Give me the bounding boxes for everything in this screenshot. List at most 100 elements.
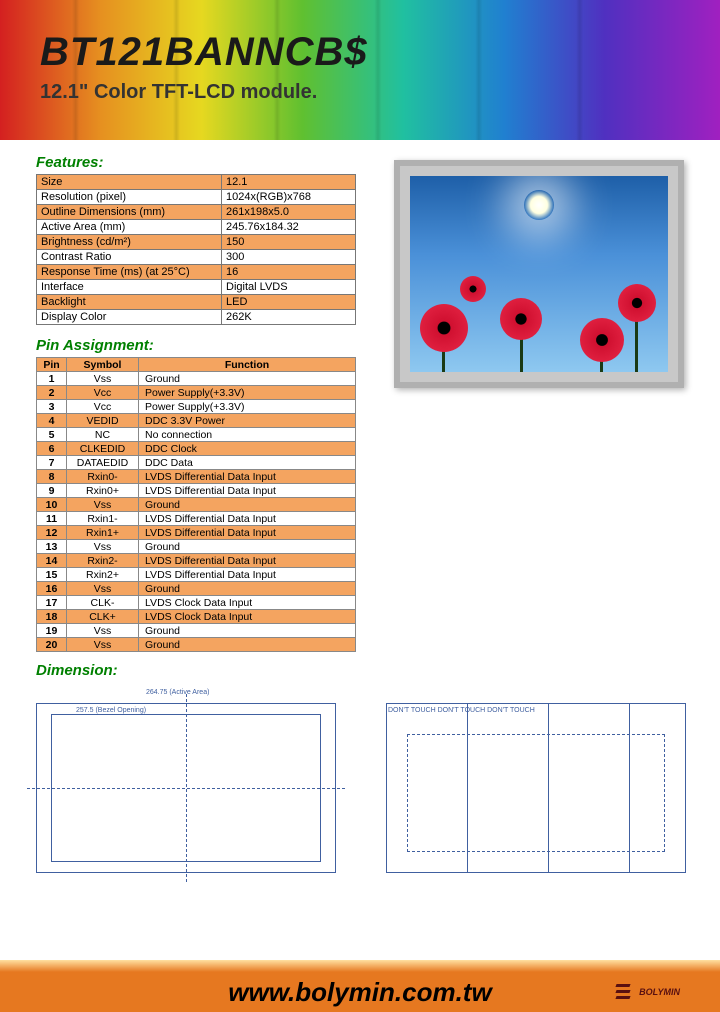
table-row: 20VssGround bbox=[37, 638, 356, 652]
pin-function: Ground bbox=[139, 372, 356, 386]
pin-symbol: CLK- bbox=[67, 596, 139, 610]
pin-symbol: Vss bbox=[67, 540, 139, 554]
product-title: BT121BANNCB$ bbox=[40, 30, 368, 75]
pin-symbol: Vss bbox=[67, 498, 139, 512]
table-row: 4VEDIDDDC 3.3V Power bbox=[37, 414, 356, 428]
table-row: 17CLK-LVDS Clock Data Input bbox=[37, 596, 356, 610]
feature-label: Contrast Ratio bbox=[37, 250, 222, 265]
table-row: BacklightLED bbox=[37, 295, 356, 310]
feature-value: 16 bbox=[222, 265, 356, 280]
pin-number: 11 bbox=[37, 512, 67, 526]
pin-function: Ground bbox=[139, 582, 356, 596]
table-row: 5NCNo connection bbox=[37, 428, 356, 442]
pin-function: LVDS Differential Data Input bbox=[139, 554, 356, 568]
feature-value: Digital LVDS bbox=[222, 280, 356, 295]
dimension-diagram: 264.75 (Active Area) 257.5 (Bezel Openin… bbox=[36, 683, 686, 883]
feature-value: 245.76x184.32 bbox=[222, 220, 356, 235]
pin-function: Ground bbox=[139, 498, 356, 512]
table-row: Size12.1 bbox=[37, 175, 356, 190]
feature-value: 150 bbox=[222, 235, 356, 250]
table-row: 14Rxin2-LVDS Differential Data Input bbox=[37, 554, 356, 568]
table-row: Display Color262K bbox=[37, 310, 356, 325]
pin-function: LVDS Clock Data Input bbox=[139, 610, 356, 624]
table-row: 13VssGround bbox=[37, 540, 356, 554]
pin-function: LVDS Differential Data Input bbox=[139, 484, 356, 498]
pin-number: 15 bbox=[37, 568, 67, 582]
pin-number: 3 bbox=[37, 400, 67, 414]
feature-label: Resolution (pixel) bbox=[37, 190, 222, 205]
pin-symbol: Rxin1+ bbox=[67, 526, 139, 540]
footer-url: www.bolymin.com.tw bbox=[228, 977, 491, 1008]
pin-number: 1 bbox=[37, 372, 67, 386]
feature-label: Size bbox=[37, 175, 222, 190]
table-row: 18CLK+LVDS Clock Data Input bbox=[37, 610, 356, 624]
pin-function: DDC Clock bbox=[139, 442, 356, 456]
pin-symbol: Rxin2+ bbox=[67, 568, 139, 582]
table-row: 7DATAEDIDDDC Data bbox=[37, 456, 356, 470]
pin-symbol: CLK+ bbox=[67, 610, 139, 624]
pin-number: 6 bbox=[37, 442, 67, 456]
pin-symbol: Vss bbox=[67, 638, 139, 652]
table-row: Response Time (ms) (at 25°C)16 bbox=[37, 265, 356, 280]
table-row: 2VccPower Supply(+3.3V) bbox=[37, 386, 356, 400]
feature-label: Display Color bbox=[37, 310, 222, 325]
feature-label: Outline Dimensions (mm) bbox=[37, 205, 222, 220]
pin-symbol: Rxin2- bbox=[67, 554, 139, 568]
pin-symbol: CLKEDID bbox=[67, 442, 139, 456]
table-row: 12Rxin1+LVDS Differential Data Input bbox=[37, 526, 356, 540]
dim-label-top: 264.75 (Active Area) bbox=[146, 689, 209, 696]
feature-label: Active Area (mm) bbox=[37, 220, 222, 235]
table-row: Contrast Ratio300 bbox=[37, 250, 356, 265]
pin-symbol: DATAEDID bbox=[67, 456, 139, 470]
feature-value: 300 bbox=[222, 250, 356, 265]
dim-label-left: 257.5 (Bezel Opening) bbox=[76, 707, 146, 714]
feature-label: Interface bbox=[37, 280, 222, 295]
pins-header-pin: Pin bbox=[37, 358, 67, 372]
feature-value: LED bbox=[222, 295, 356, 310]
pin-number: 10 bbox=[37, 498, 67, 512]
pin-symbol: Vcc bbox=[67, 400, 139, 414]
features-table: Size12.1Resolution (pixel)1024x(RGB)x768… bbox=[36, 174, 356, 325]
pin-number: 8 bbox=[37, 470, 67, 484]
pin-number: 20 bbox=[37, 638, 67, 652]
pin-symbol: Vss bbox=[67, 372, 139, 386]
product-subtitle: 12.1" Color TFT-LCD module. bbox=[40, 81, 368, 104]
feature-label: Brightness (cd/m²) bbox=[37, 235, 222, 250]
pin-function: Ground bbox=[139, 624, 356, 638]
pin-symbol: Rxin1- bbox=[67, 512, 139, 526]
table-row: InterfaceDigital LVDS bbox=[37, 280, 356, 295]
table-row: 19VssGround bbox=[37, 624, 356, 638]
table-row: 1VssGround bbox=[37, 372, 356, 386]
product-photo bbox=[394, 160, 684, 388]
pin-function: Ground bbox=[139, 540, 356, 554]
dim-front-view bbox=[36, 703, 336, 873]
pin-function: LVDS Differential Data Input bbox=[139, 568, 356, 582]
pins-header-function: Function bbox=[139, 358, 356, 372]
pin-symbol: NC bbox=[67, 428, 139, 442]
pin-number: 7 bbox=[37, 456, 67, 470]
pin-function: LVDS Clock Data Input bbox=[139, 596, 356, 610]
pin-number: 13 bbox=[37, 540, 67, 554]
brand-logo: BOLYMIN bbox=[611, 980, 680, 1004]
table-row: Active Area (mm)245.76x184.32 bbox=[37, 220, 356, 235]
rainbow-header: BT121BANNCB$ 12.1" Color TFT-LCD module. bbox=[0, 0, 720, 140]
table-row: 16VssGround bbox=[37, 582, 356, 596]
dimension-heading: Dimension: bbox=[36, 662, 684, 679]
table-row: Outline Dimensions (mm)261x198x5.0 bbox=[37, 205, 356, 220]
pin-symbol: Vcc bbox=[67, 386, 139, 400]
pin-symbol: Vss bbox=[67, 624, 139, 638]
pin-number: 5 bbox=[37, 428, 67, 442]
pins-header-symbol: Symbol bbox=[67, 358, 139, 372]
pin-function: DDC Data bbox=[139, 456, 356, 470]
pin-number: 17 bbox=[37, 596, 67, 610]
feature-label: Backlight bbox=[37, 295, 222, 310]
feature-value: 1024x(RGB)x768 bbox=[222, 190, 356, 205]
pin-function: Ground bbox=[139, 638, 356, 652]
pin-symbol: Vss bbox=[67, 582, 139, 596]
pin-number: 18 bbox=[37, 610, 67, 624]
feature-value: 261x198x5.0 bbox=[222, 205, 356, 220]
pin-function: Power Supply(+3.3V) bbox=[139, 400, 356, 414]
title-area: BT121BANNCB$ 12.1" Color TFT-LCD module. bbox=[40, 30, 368, 104]
pin-number: 16 bbox=[37, 582, 67, 596]
table-row: 9Rxin0+LVDS Differential Data Input bbox=[37, 484, 356, 498]
